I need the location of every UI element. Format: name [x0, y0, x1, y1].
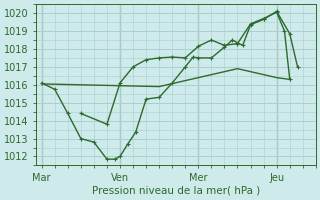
X-axis label: Pression niveau de la mer( hPa ): Pression niveau de la mer( hPa )	[92, 186, 260, 196]
